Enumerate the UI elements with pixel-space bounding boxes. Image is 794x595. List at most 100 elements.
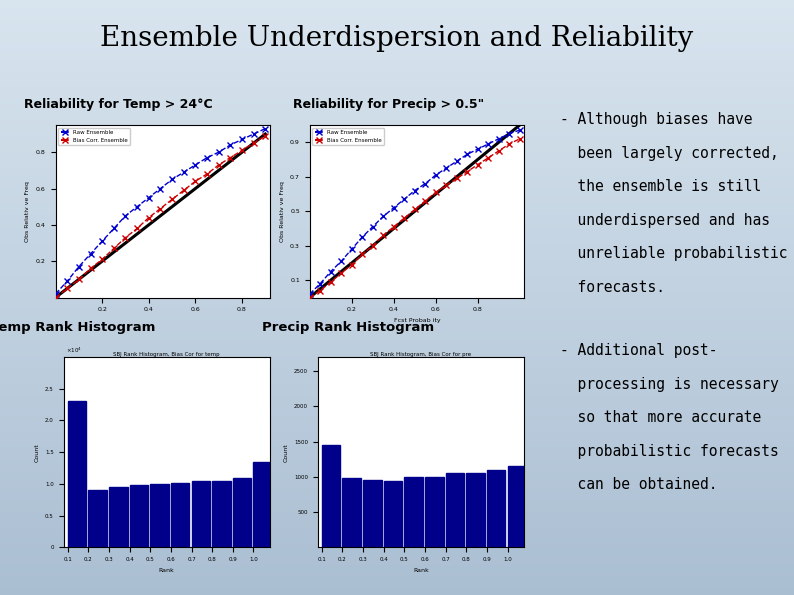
Legend: Raw Ensemble, Bias Corr. Ensemble: Raw Ensemble, Bias Corr. Ensemble (312, 128, 384, 145)
Bar (0, 396, 794, 399)
Bar (0, 541, 794, 544)
Bar (129, 485, 148, 547)
Bar (0, 51, 794, 54)
Bar (0, 15, 794, 18)
Bar (0, 577, 794, 580)
Bar (0, 586, 794, 589)
Bar (0, 300, 794, 303)
Bar (0, 211, 794, 214)
Bar (445, 474, 464, 547)
Bar (0, 568, 794, 571)
Bar (0, 164, 794, 167)
Bar (0, 196, 794, 199)
Bar (0, 336, 794, 339)
Text: been largely corrected,: been largely corrected, (561, 146, 779, 161)
Bar (0, 479, 794, 482)
Bar (0, 205, 794, 208)
Bar (0, 89, 794, 92)
Bar (171, 483, 190, 547)
Bar (0, 45, 794, 48)
Bar (0, 312, 794, 315)
Bar (0, 544, 794, 547)
Bar (0, 140, 794, 143)
Bar (0, 589, 794, 592)
Bar (0, 473, 794, 476)
Bar (0, 80, 794, 83)
Bar (0, 470, 794, 473)
X-axis label: Rank: Rank (159, 568, 175, 572)
Bar (0, 295, 794, 298)
Bar (0, 181, 794, 184)
Bar (0, 348, 794, 351)
Bar (0, 119, 794, 122)
Bar (404, 477, 423, 547)
Bar (0, 107, 794, 110)
Bar (0, 149, 794, 152)
Bar (0, 449, 794, 452)
Bar (0, 33, 794, 36)
Bar (0, 60, 794, 62)
Text: probabilistic forecasts: probabilistic forecasts (561, 444, 779, 459)
Bar (0, 101, 794, 104)
Bar (0, 378, 794, 381)
Bar (0, 190, 794, 193)
Bar (0, 36, 794, 39)
Bar (0, 173, 794, 176)
Bar (0, 247, 794, 250)
Bar (0, 265, 794, 268)
Bar (0, 405, 794, 408)
Bar (0, 158, 794, 161)
Bar (0, 580, 794, 583)
Bar (0, 214, 794, 217)
Bar (0, 434, 794, 437)
Bar (0, 416, 794, 419)
Bar (0, 345, 794, 348)
Bar (0, 485, 794, 488)
Bar (0, 562, 794, 565)
Bar (0, 178, 794, 181)
Bar (0, 446, 794, 449)
Bar (0, 503, 794, 506)
Bar (0, 583, 794, 586)
Bar (0, 298, 794, 300)
Bar (0, 253, 794, 256)
Bar (0, 232, 794, 235)
Bar (0, 574, 794, 577)
Bar (0, 363, 794, 366)
Bar (0, 533, 794, 536)
Bar (0, 538, 794, 541)
Bar (0, 98, 794, 101)
Bar (0, 271, 794, 274)
Bar (0, 515, 794, 518)
Bar (0, 289, 794, 292)
Bar (0, 9, 794, 12)
Bar (0, 318, 794, 321)
Text: - Although biases have: - Although biases have (561, 112, 753, 127)
Bar (212, 481, 231, 547)
Bar (0, 202, 794, 205)
Bar (528, 371, 547, 547)
Bar (0, 428, 794, 431)
Bar (0, 500, 794, 503)
Bar (0, 137, 794, 140)
Bar (0, 556, 794, 559)
Text: Precip Rank Histogram: Precip Rank Histogram (261, 321, 434, 334)
Bar (0, 512, 794, 515)
Bar (0, 494, 794, 497)
Bar (0, 116, 794, 119)
Bar (0, 524, 794, 527)
Bar (0, 122, 794, 125)
Bar (0, 6, 794, 9)
Bar (274, 389, 293, 547)
Text: Reliability for Precip > 0.5": Reliability for Precip > 0.5" (293, 98, 484, 111)
Bar (0, 369, 794, 372)
Y-axis label: Count: Count (283, 443, 288, 462)
Bar (0, 390, 794, 393)
Bar (0, 521, 794, 524)
Bar (0, 452, 794, 455)
Bar (0, 95, 794, 98)
Bar (0, 68, 794, 71)
Bar (0, 217, 794, 220)
Bar (0, 286, 794, 289)
Bar (0, 27, 794, 30)
